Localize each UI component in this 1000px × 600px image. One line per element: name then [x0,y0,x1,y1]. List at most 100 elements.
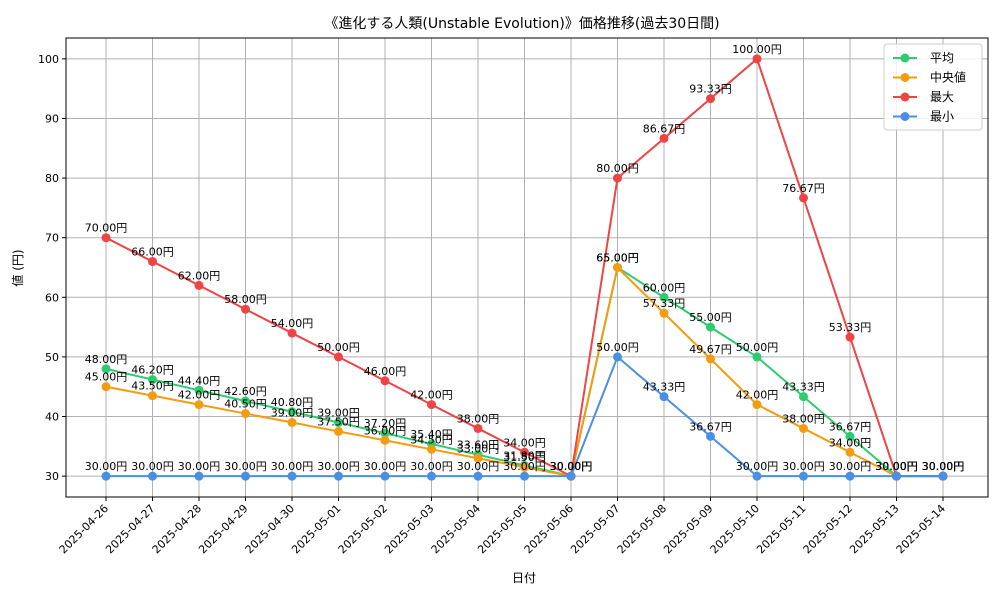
data-label: 30.00円 [410,460,453,473]
data-label: 39.00円 [271,406,314,419]
data-label: 30.00円 [922,460,965,473]
data-label: 30.00円 [364,460,407,473]
data-label: 40.80円 [271,396,314,409]
data-label: 34.00円 [829,436,872,449]
series [101,54,948,481]
data-label: 54.00円 [271,317,314,330]
data-point [148,471,157,481]
data-point [334,417,343,427]
data-point [613,173,622,183]
data-point [194,280,204,290]
data-point [659,133,669,143]
data-label: 53.33円 [829,321,872,334]
data-label: 34.50円 [410,433,453,446]
data-point [241,396,250,406]
data-point [659,308,669,318]
data-label: 36.67円 [829,420,872,433]
data-label: 65.00円 [596,252,639,265]
legend-item: 最小 [893,110,954,124]
data-label: 50.00円 [596,341,639,354]
legend-label: 中央値 [930,70,966,85]
data-point [287,328,297,338]
data-label: 31.50円 [503,451,546,464]
chart-title: 《進化する人類(Unstable Evolution)》価格推移(過去30日間) [324,16,719,32]
data-point [613,352,622,362]
y-axis-title: 値 (円) [10,249,25,286]
data-point [613,263,622,272]
data-point [380,471,390,481]
data-point [706,354,715,364]
data-label: 36.67円 [689,420,732,433]
y-tick-label: 50 [45,351,59,364]
data-label: 42.60円 [224,385,267,398]
data-point [799,423,808,433]
data-point [148,257,157,267]
data-point [473,453,483,463]
x-axis-title: 日付 [512,571,536,585]
data-point [287,471,297,481]
data-point [799,471,808,481]
data-point [752,471,762,481]
data-label: 33.60円 [457,439,500,452]
data-point [101,233,111,243]
data-label: 30.00円 [131,460,174,473]
legend-marker [900,92,910,102]
data-point [845,431,855,441]
data-point [799,392,808,402]
data-point [752,400,762,410]
data-label: 43.33円 [782,381,825,394]
data-label: 30.00円 [782,460,825,473]
data-label: 30.00円 [317,460,360,473]
data-label: 76.67円 [782,182,825,195]
data-label: 38.00円 [457,412,500,425]
data-point [659,392,669,402]
data-label: 48.00円 [85,353,128,366]
data-point [845,471,855,481]
data-label: 42.00円 [736,389,779,402]
data-point [241,304,250,314]
data-label: 30.00円 [922,460,965,473]
data-label: 31.80円 [503,449,546,462]
data-label: 93.33円 [689,83,732,96]
y-tick-label: 90 [45,112,59,125]
data-point [334,426,343,436]
data-label: 36.00円 [364,424,407,437]
data-point [287,417,297,427]
data-label: 30.00円 [875,460,918,473]
data-label: 42.00円 [410,389,453,402]
data-label: 30.00円 [503,460,546,473]
data-label: 50.00円 [736,341,779,354]
data-point [752,54,762,64]
data-point [287,407,297,417]
data-label: 34.00円 [503,436,546,449]
data-point [101,364,111,374]
data-label: 30.00円 [736,460,779,473]
data-label: 49.67円 [689,343,732,356]
data-point [799,193,808,203]
data-point [752,352,762,362]
data-label: 43.50円 [131,380,174,393]
legend-marker [900,112,910,121]
data-point [520,462,529,472]
data-label: 55.00円 [689,311,732,324]
data-label: 57.33円 [643,297,686,310]
data-label: 33.00円 [457,442,500,455]
y-tick-label: 40 [45,411,59,424]
data-label: 30.00円 [457,460,500,473]
data-label: 66.00円 [131,246,174,259]
legend-marker [900,73,910,82]
data-label: 30.00円 [875,460,918,473]
data-label: 30.00円 [875,460,918,473]
data-point [892,471,901,481]
data-label: 30.00円 [875,460,918,473]
data-label: 70.00円 [85,222,128,235]
data-label: 30.00円 [85,460,128,473]
y-tick-label: 80 [45,172,59,185]
data-point [520,471,529,481]
data-point [706,322,715,332]
data-label: 58.00円 [224,293,267,306]
data-point [241,409,250,419]
